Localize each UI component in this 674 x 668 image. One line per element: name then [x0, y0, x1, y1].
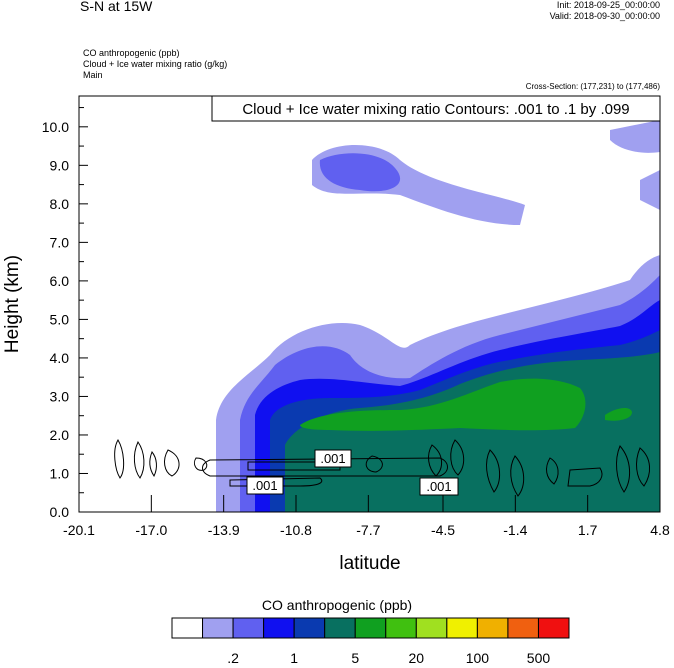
contour-line-6: [202, 457, 448, 477]
colorbar-swatch-4: [263, 617, 295, 639]
y-tick-label: 6.0: [50, 273, 70, 289]
y-tick-label: 8.0: [50, 196, 70, 212]
y-axis-label: Height (km): [2, 255, 23, 353]
co-fill-region-3: [610, 120, 660, 153]
co-fill-region-12: [232, 400, 235, 420]
svg-text:.001: .001: [320, 451, 345, 466]
y-axis: 0.0 1.0 2.0 3.0 4.0 5.0 6.0 7.0 8.0 9.0 10.0: [42, 107, 88, 520]
time-info: Init: 2018-09-25_00:00:00 Valid: 2018-09…: [550, 0, 660, 22]
y-tick-label: 10.0: [42, 119, 69, 135]
contour-line-2: [133, 440, 145, 479]
svg-text:.001: .001: [252, 478, 277, 493]
y-tick-label: 9.0: [50, 157, 70, 173]
y-tick-label: 4.0: [50, 350, 70, 366]
colorbar-swatch-12: [507, 617, 539, 639]
co-fill-region-11: [605, 408, 632, 421]
contour-line-9: [365, 455, 383, 473]
colorbar-swatch-7: [354, 617, 387, 639]
co-fill-region-10: [300, 378, 586, 431]
co-fill-region-2: [319, 153, 401, 192]
colorbar-swatch-5: [293, 617, 326, 639]
x-tick-label: -17.0: [135, 522, 167, 538]
y-tick-label: 0.0: [50, 504, 70, 520]
x-tick-label: -1.4: [503, 522, 527, 538]
x-axis: -20.1 -17.0 -13.9 -10.8 -7.7 -4.5 -1.4 1.7 4.8: [63, 495, 670, 538]
colorbar-swatch-3: [232, 617, 265, 639]
colorbar-swatch-9: [415, 617, 448, 639]
contour-line-10: [428, 444, 442, 477]
colorbar-label: 20: [409, 650, 425, 666]
contour-labels: .001 .001 .001: [246, 449, 459, 496]
svg-text:.001: .001: [426, 479, 451, 494]
x-tick-label: -7.7: [356, 522, 380, 538]
y-tick-label: 2.0: [50, 427, 70, 443]
contour-line-1: [114, 439, 125, 479]
x-tick-label: -13.9: [208, 522, 240, 538]
contour-label-1: .001: [314, 449, 352, 468]
x-tick-label: -20.1: [63, 522, 95, 538]
colorbar-label: 5: [351, 650, 359, 666]
y-tick-label: 7.0: [50, 234, 70, 250]
colorbar-label: .2: [227, 650, 239, 666]
colorbar-swatch-2: [202, 617, 234, 639]
x-tick-label: 1.7: [578, 522, 598, 538]
cross-section-label: Cross-Section: (177,231) to (177,486): [525, 82, 660, 91]
contour-line-4: [164, 449, 180, 477]
cloud-contours: [114, 439, 650, 497]
contour-label-3: .001: [419, 477, 459, 496]
contour-line-12: [486, 449, 500, 493]
x-tick-label: -4.5: [431, 522, 455, 538]
contour-line-7: [247, 461, 341, 471]
contour-line-13: [510, 455, 525, 497]
field-line-2: Cloud + Ice water mixing ratio (g/kg): [83, 59, 228, 69]
co-fill-region-4: [640, 170, 660, 210]
colorbar-swatch-6: [324, 617, 356, 639]
plot-title: S-N at 15W: [80, 0, 153, 14]
x-tick-label: -10.8: [280, 522, 312, 538]
contour-title: Cloud + Ice water mixing ratio Contours:…: [242, 101, 629, 118]
contour-line-5: [193, 457, 208, 471]
x-axis-label: latitude: [339, 553, 400, 574]
y-tick-label: 5.0: [50, 311, 70, 327]
y-tick-label: 1.0: [50, 465, 70, 481]
contour-title-box: Cloud + Ice water mixing ratio Contours:…: [211, 95, 661, 122]
colorbar-swatch-8: [385, 617, 417, 639]
colorbar-label: 1: [290, 650, 298, 666]
colorbar-swatch-10: [446, 617, 478, 639]
contour-line-15: [567, 467, 603, 487]
init-time: Init: 2018-09-25_00:00:00: [556, 0, 660, 10]
x-tick-label: 4.8: [650, 522, 670, 538]
colorbar-title: CO anthropogenic (ppb): [261, 597, 413, 613]
co-fill-field: [216, 120, 660, 512]
contour-line-16: [616, 445, 630, 493]
colorbar-swatch-1: [171, 617, 204, 639]
contour-line-11: [450, 439, 465, 476]
colorbar-label: 500: [527, 650, 551, 666]
colorbar-swatch-11: [476, 617, 509, 639]
y-tick-label: 3.0: [50, 388, 70, 404]
contour-label-2: .001: [246, 476, 284, 495]
valid-time: Valid: 2018-09-30_00:00:00: [549, 11, 660, 21]
colorbar-swatch-13: [537, 617, 570, 639]
contour-line-8: [229, 477, 323, 487]
contour-line-3: [149, 451, 157, 477]
colorbar-label: 100: [466, 650, 490, 666]
contour-line-17: [636, 447, 650, 487]
field-line-1: CO anthropogenic (ppb): [83, 48, 180, 58]
colorbar: .2 1 5 20 100 500: [171, 617, 570, 666]
field-line-3: Main: [83, 70, 103, 80]
contour-line-14: [546, 457, 559, 485]
